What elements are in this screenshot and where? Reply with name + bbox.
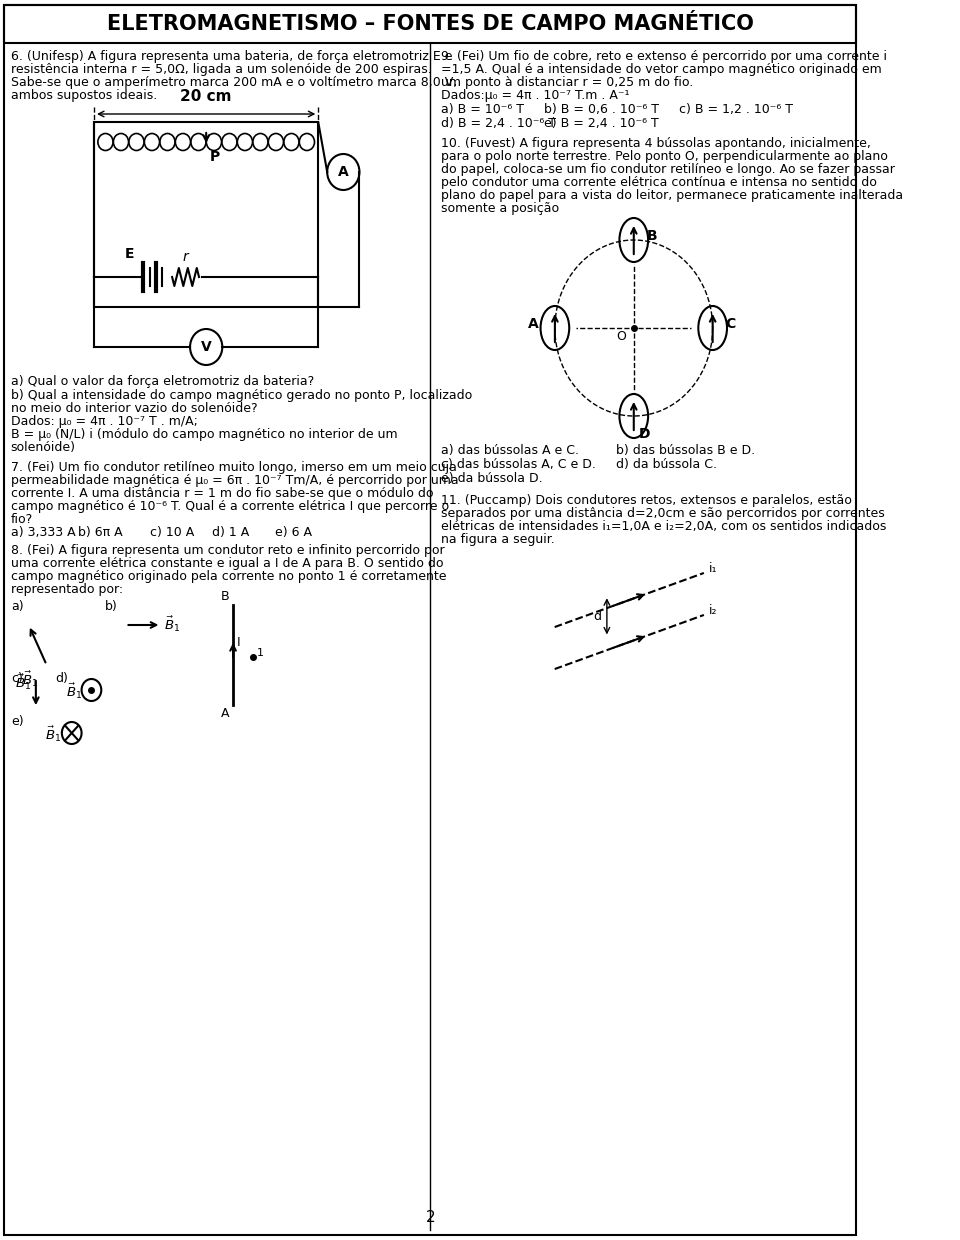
Text: E: E	[125, 247, 133, 260]
Text: d: d	[593, 610, 602, 622]
Text: b): b)	[105, 600, 118, 613]
Text: plano do papel para a vista do leitor, permanece praticamente inalterada: plano do papel para a vista do leitor, p…	[441, 188, 903, 202]
Text: B: B	[646, 229, 657, 243]
Text: b) das bússolas B e D.: b) das bússolas B e D.	[616, 444, 755, 458]
Text: 2: 2	[425, 1210, 435, 1225]
Text: representado por:: representado por:	[11, 583, 123, 596]
Text: B = μ₀ (N/L) i (módulo do campo magnético no interior de um: B = μ₀ (N/L) i (módulo do campo magnétic…	[11, 428, 397, 441]
Text: c): c)	[11, 672, 23, 684]
Text: e) 6 A: e) 6 A	[276, 526, 312, 539]
Text: para o polo norte terrestre. Pelo ponto O, perpendicularmente ao plano: para o polo norte terrestre. Pelo ponto …	[441, 150, 888, 162]
Text: na figura a seguir.: na figura a seguir.	[441, 533, 555, 546]
Text: fio?: fio?	[11, 513, 33, 526]
Text: 1: 1	[256, 649, 263, 658]
Text: a): a)	[11, 600, 23, 613]
Text: e) da bússola D.: e) da bússola D.	[441, 472, 542, 485]
Text: 8. (Fei) A figura representa um condutor reto e infinito percorrido por: 8. (Fei) A figura representa um condutor…	[11, 544, 444, 557]
Text: pelo condutor uma corrente elétrica contínua e intensa no sentido do: pelo condutor uma corrente elétrica cont…	[441, 176, 876, 188]
Text: 9. (Fei) Um fio de cobre, reto e extenso é percorrido por uma corrente i: 9. (Fei) Um fio de cobre, reto e extenso…	[441, 50, 887, 63]
Text: e) B = 2,4 . 10⁻⁶ T: e) B = 2,4 . 10⁻⁶ T	[544, 117, 659, 130]
Circle shape	[61, 722, 82, 744]
Text: ambos supostos ideais.: ambos supostos ideais.	[11, 89, 157, 102]
Text: $\vec{B}_1$: $\vec{B}_1$	[66, 682, 83, 702]
Text: 20 cm: 20 cm	[180, 89, 232, 104]
Text: resistência interna r = 5,0Ω, ligada a um solenóide de 200 espiras.: resistência interna r = 5,0Ω, ligada a u…	[11, 63, 431, 76]
Bar	[94, 122, 318, 308]
Text: c) B = 1,2 . 10⁻⁶ T: c) B = 1,2 . 10⁻⁶ T	[679, 103, 793, 117]
Circle shape	[327, 154, 359, 190]
Text: $\vec{B}_1$: $\vec{B}_1$	[15, 673, 32, 692]
Text: do papel, coloca-se um fio condutor retilíneo e longo. Ao se fazer passar: do papel, coloca-se um fio condutor reti…	[441, 162, 895, 176]
Text: r: r	[182, 250, 188, 264]
Text: solenóide): solenóide)	[11, 441, 76, 454]
Text: d) B = 2,4 . 10⁻⁶ T: d) B = 2,4 . 10⁻⁶ T	[441, 117, 556, 130]
Text: campo magnético originado pela corrente no ponto 1 é corretamente: campo magnético originado pela corrente …	[11, 570, 446, 583]
Text: 7. (Fei) Um fio condutor retilíneo muito longo, imerso em um meio cuja: 7. (Fei) Um fio condutor retilíneo muito…	[11, 461, 457, 474]
Text: 11. (Puccamp) Dois condutores retos, extensos e paralelos, estão: 11. (Puccamp) Dois condutores retos, ext…	[441, 494, 852, 507]
Text: ELETROMAGNETISMO – FONTES DE CAMPO MAGNÉTICO: ELETROMAGNETISMO – FONTES DE CAMPO MAGNÉ…	[107, 14, 754, 33]
Text: a) B = 10⁻⁶ T: a) B = 10⁻⁶ T	[441, 103, 524, 117]
Text: A: A	[338, 165, 348, 179]
Text: a) 3,333 A: a) 3,333 A	[11, 526, 76, 539]
Text: somente a posição: somente a posição	[441, 202, 559, 215]
Text: 6. (Unifesp) A figura representa uma bateria, de força eletromotriz E e: 6. (Unifesp) A figura representa uma bat…	[11, 50, 452, 63]
Text: 10. (Fuvest) A figura representa 4 bússolas apontando, inicialmente,: 10. (Fuvest) A figura representa 4 bússo…	[441, 136, 871, 150]
Text: a) das bússolas A e C.: a) das bússolas A e C.	[441, 444, 579, 458]
Text: I: I	[237, 636, 240, 650]
Text: V: V	[201, 340, 211, 353]
Circle shape	[190, 329, 223, 365]
Text: A: A	[528, 317, 539, 331]
Text: Sabe-se que o amperímetro marca 200 mA e o voltímetro marca 8,0 V,: Sabe-se que o amperímetro marca 200 mA e…	[11, 76, 457, 89]
Text: d): d)	[56, 672, 68, 684]
Text: b) 6π A: b) 6π A	[78, 526, 123, 539]
Text: P: P	[210, 150, 220, 164]
Text: Dados: μ₀ = 4π . 10⁻⁷ T . m/A;: Dados: μ₀ = 4π . 10⁻⁷ T . m/A;	[11, 415, 198, 428]
Text: elétricas de intensidades i₁=1,0A e i₂=2,0A, com os sentidos indicados: elétricas de intensidades i₁=1,0A e i₂=2…	[441, 520, 886, 533]
Text: d) da bússola C.: d) da bússola C.	[616, 458, 717, 471]
Text: uma corrente elétrica constante e igual a I de A para B. O sentido do: uma corrente elétrica constante e igual …	[11, 557, 444, 570]
Text: d) 1 A: d) 1 A	[212, 526, 250, 539]
Ellipse shape	[619, 218, 648, 262]
Text: a) Qual o valor da força eletromotriz da bateria?: a) Qual o valor da força eletromotriz da…	[11, 374, 314, 388]
Ellipse shape	[619, 394, 648, 438]
Text: B: B	[221, 590, 229, 603]
Text: separados por uma distância d=2,0cm e são percorridos por correntes: separados por uma distância d=2,0cm e sã…	[441, 507, 885, 520]
Text: e): e)	[11, 715, 23, 728]
Text: b) Qual a intensidade do campo magnético gerado no ponto P, localizado: b) Qual a intensidade do campo magnético…	[11, 389, 472, 402]
Text: Dados:μ₀ = 4π . 10⁻⁷ T.m . A⁻¹: Dados:μ₀ = 4π . 10⁻⁷ T.m . A⁻¹	[441, 89, 630, 102]
Ellipse shape	[540, 306, 569, 350]
Text: permeabilidade magnética é μ₀ = 6π . 10⁻⁷ Tm/A, é percorrido por uma: permeabilidade magnética é μ₀ = 6π . 10⁻…	[11, 474, 458, 487]
Text: um ponto à distanciar r = 0,25 m do fio.: um ponto à distanciar r = 0,25 m do fio.	[441, 76, 693, 89]
Text: C: C	[725, 317, 735, 331]
Circle shape	[82, 680, 102, 701]
Text: i₁: i₁	[709, 563, 718, 575]
Bar	[5, 5, 856, 43]
Text: D: D	[639, 427, 651, 441]
Text: corrente I. A uma distância r = 1 m do fio sabe-se que o módulo do: corrente I. A uma distância r = 1 m do f…	[11, 487, 433, 500]
Text: $\vec{B}_1$: $\vec{B}_1$	[45, 725, 61, 744]
Text: =1,5 A. Qual é a intensidade do vetor campo magnético originado em: =1,5 A. Qual é a intensidade do vetor ca…	[441, 63, 882, 76]
Text: c) 10 A: c) 10 A	[150, 526, 194, 539]
Text: $\vec{B}_1$: $\vec{B}_1$	[22, 670, 38, 689]
Text: i₂: i₂	[709, 604, 718, 618]
Text: campo magnético é 10⁻⁶ T. Qual é a corrente elétrica I que percorre o: campo magnético é 10⁻⁶ T. Qual é a corre…	[11, 500, 449, 513]
Text: c) das bússolas A, C e D.: c) das bússolas A, C e D.	[441, 458, 596, 471]
Text: $\vec{B}_1$: $\vec{B}_1$	[164, 615, 180, 635]
Text: no meio do interior vazio do solenóide?: no meio do interior vazio do solenóide?	[11, 402, 257, 415]
Text: b) B = 0,6 . 10⁻⁶ T: b) B = 0,6 . 10⁻⁶ T	[544, 103, 660, 117]
Text: O: O	[616, 330, 627, 343]
Ellipse shape	[698, 306, 727, 350]
Text: A: A	[221, 707, 229, 720]
